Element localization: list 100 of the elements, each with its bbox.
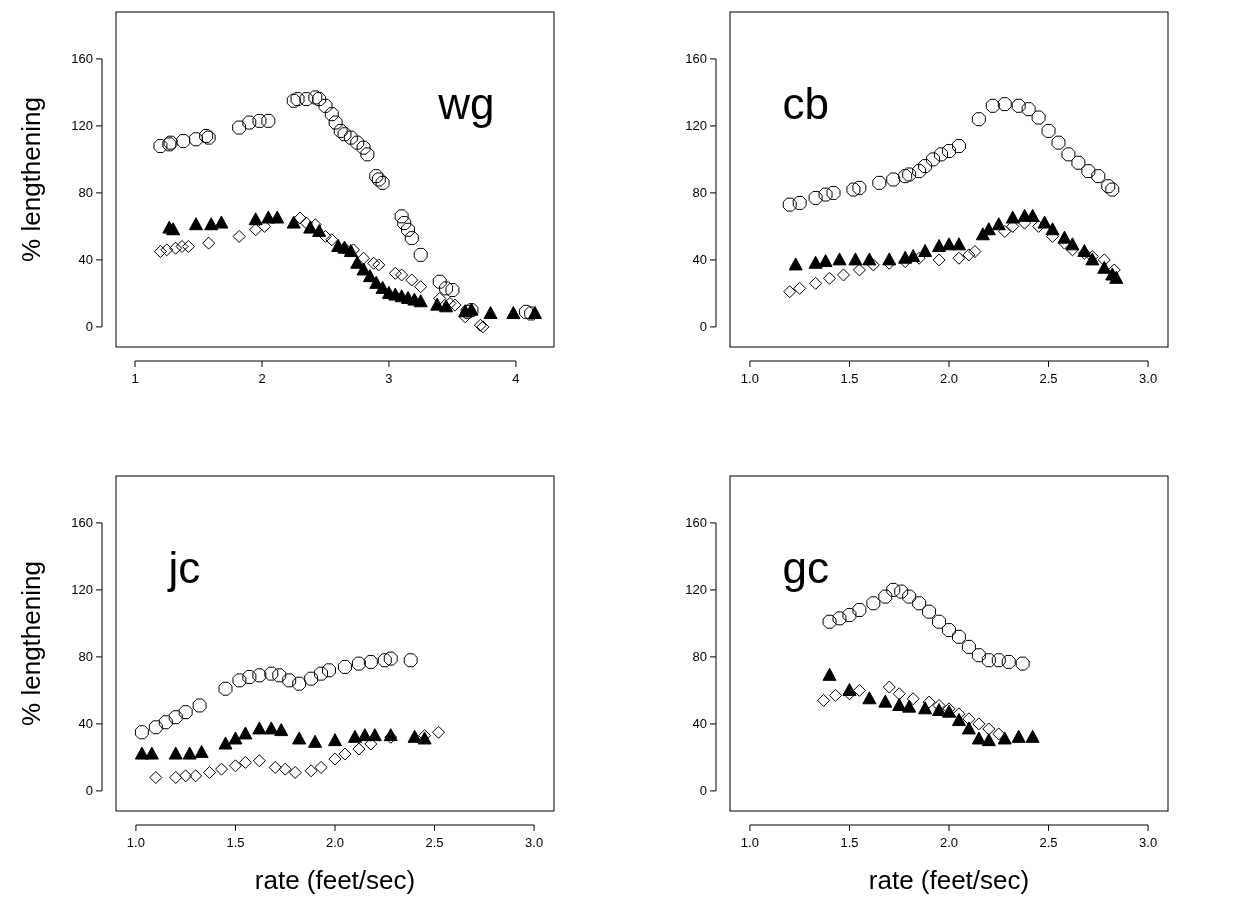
point [248,212,263,226]
point [338,747,352,761]
point [312,92,327,107]
point [333,123,348,138]
y-tick-label: 80 [692,649,707,665]
x-tick-label: 2.5 [425,835,444,850]
point [972,717,986,731]
x-tick-label: 3.0 [1139,371,1158,386]
x-tick-label: 3 [385,371,393,386]
point [432,725,446,739]
point [1015,656,1030,671]
y-tick-label: 80 [78,649,93,665]
point [299,92,314,107]
point [997,97,1012,112]
point [363,654,378,669]
point [228,759,242,773]
point [822,667,837,681]
x-tick-label: 2 [258,371,266,386]
point [169,241,183,255]
point [252,668,267,683]
point [188,217,203,231]
point [1041,123,1056,138]
point [325,233,339,247]
point [362,269,377,283]
point [793,281,807,295]
y-tick-label: 0 [699,783,707,799]
point [394,209,409,224]
x-tick-label: 1.5 [840,835,859,850]
point [299,216,313,230]
point [1031,110,1046,125]
point [1021,102,1036,117]
point [304,764,318,778]
x-axis-title: rate (feet/sec) [868,865,1030,895]
point [951,629,966,644]
x-tick-label: 4 [512,371,520,386]
point [181,240,195,253]
point [878,589,893,604]
point [1011,729,1026,743]
point [322,663,336,678]
point [961,639,976,654]
point [413,294,428,308]
y-tick-label: 120 [71,582,93,598]
point [951,713,966,727]
point [367,256,381,270]
point [991,217,1006,231]
point [232,120,247,135]
point [144,746,159,760]
point [894,584,909,599]
point [932,614,947,629]
point [902,167,917,182]
point [290,92,305,107]
point [328,115,343,130]
point [242,670,257,684]
point [981,653,996,668]
point [842,608,857,622]
point [308,90,323,105]
point [292,676,307,691]
point [182,746,197,760]
y-tick-label: 0 [85,783,93,799]
point [215,762,229,776]
point [214,215,229,229]
point [293,211,307,225]
point [1101,179,1116,194]
point [902,589,917,604]
point [232,673,247,688]
point [912,596,927,611]
y-tick-label: 160 [71,51,93,67]
point [872,175,887,190]
x-tick-label: 1.0 [740,371,759,386]
point [395,268,409,282]
point [134,746,149,760]
point [268,760,282,774]
point [1071,155,1086,170]
x-tick-label: 1.5 [226,835,245,850]
y-tick-label: 80 [78,185,93,201]
point [971,731,986,745]
point [252,113,267,128]
point [788,257,803,271]
point [818,254,833,268]
point [228,731,243,745]
y-axis-title: % lengthening [16,97,46,262]
point [852,263,866,277]
point [238,726,253,740]
point [951,237,966,251]
point [866,258,880,272]
point [882,680,896,694]
point [192,698,207,713]
point [261,113,276,128]
point [829,688,843,702]
point [1025,729,1040,743]
point [413,247,428,262]
annotation: jc [166,543,201,593]
y-tick-label: 120 [71,118,93,134]
point [242,115,257,130]
point [836,268,850,282]
point [203,765,217,779]
point [304,671,319,686]
point [886,172,901,187]
point [202,236,216,250]
point [906,692,920,706]
